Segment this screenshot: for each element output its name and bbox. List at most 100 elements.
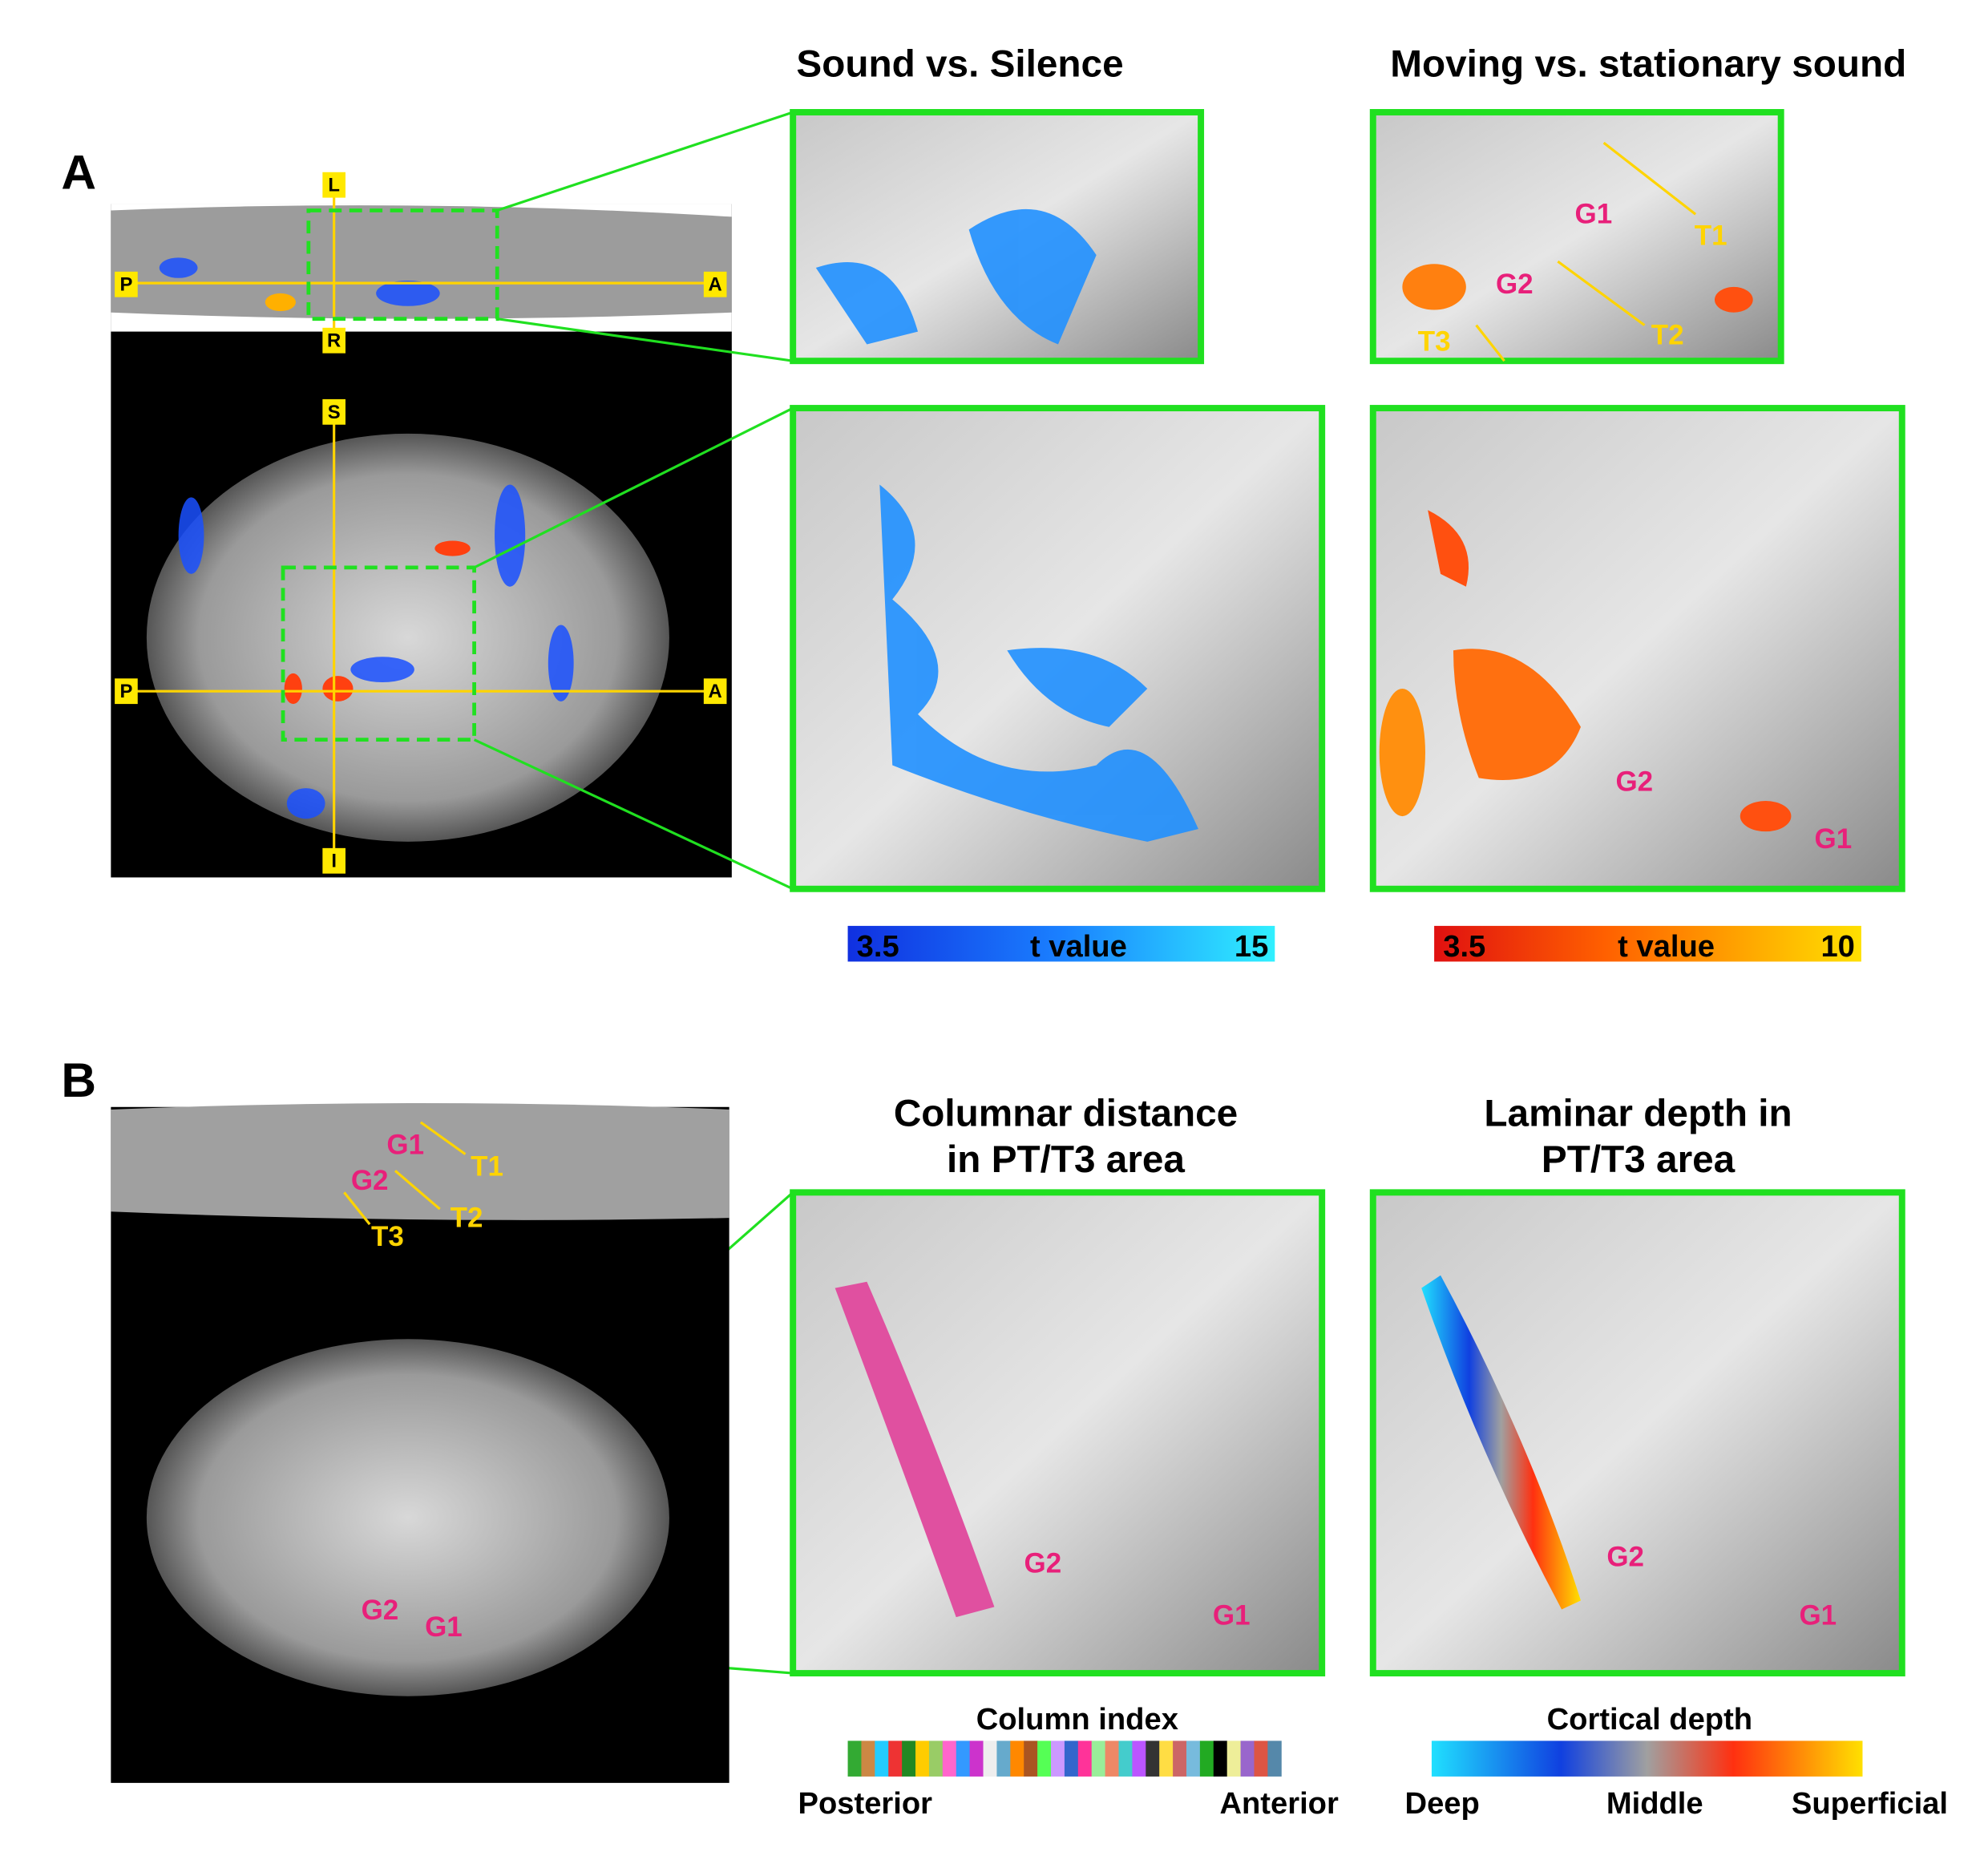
colorbar-stripe bbox=[888, 1741, 903, 1777]
colorbar-stripe bbox=[1173, 1741, 1187, 1777]
image-panels bbox=[111, 109, 1905, 1783]
colorbar-stripe bbox=[1051, 1741, 1065, 1777]
colorbar-stripe bbox=[1146, 1741, 1160, 1777]
colorbar-stripe bbox=[915, 1741, 930, 1777]
gyrus-label: G2 bbox=[362, 1595, 399, 1626]
column-strip bbox=[834, 1281, 995, 1618]
colorbar-stripe bbox=[1118, 1741, 1133, 1777]
colorbar-stripe bbox=[1064, 1741, 1079, 1777]
colorbar-stripe bbox=[875, 1741, 889, 1777]
column-colorbar bbox=[847, 1741, 1282, 1777]
colorbar-stripe bbox=[1010, 1741, 1024, 1777]
crosshair bbox=[121, 191, 717, 861]
gyrus-label: T3 bbox=[371, 1221, 404, 1252]
orientation-label: P bbox=[119, 274, 132, 296]
panel-title: Laminar depth in bbox=[1484, 1093, 1792, 1135]
colorbar-stripe bbox=[861, 1741, 875, 1777]
orientation-label: S bbox=[328, 402, 341, 423]
colorbar-stripe bbox=[1159, 1741, 1174, 1777]
colorbar-max: 10 bbox=[1820, 929, 1854, 964]
colorbar-min: 3.5 bbox=[857, 929, 899, 964]
colorbar-stripe bbox=[847, 1741, 862, 1777]
colorbar-stripe bbox=[1077, 1741, 1093, 1777]
gyrus-label: T1 bbox=[1695, 220, 1727, 251]
gyrus-label: T1 bbox=[471, 1151, 503, 1183]
orientation-box bbox=[115, 678, 138, 705]
orientation-box bbox=[703, 271, 727, 297]
colorbar-min: 3.5 bbox=[1443, 929, 1485, 964]
orientation-box bbox=[322, 847, 345, 874]
sagittal-slice bbox=[146, 433, 669, 842]
orientation-label: R bbox=[327, 330, 341, 352]
gyrus-label: T2 bbox=[1651, 319, 1684, 350]
gyrus-label: G2 bbox=[1615, 766, 1653, 797]
depth-strip bbox=[1421, 1275, 1581, 1610]
activation-blobs bbox=[159, 257, 574, 819]
orientation-box bbox=[703, 678, 727, 705]
gyrus-label: G2 bbox=[1496, 269, 1534, 300]
colorbar-stripe bbox=[969, 1741, 984, 1777]
gyrus-label: T3 bbox=[1418, 325, 1451, 357]
labels: A B Sound vs. Silence Moving vs. station… bbox=[61, 42, 1948, 1821]
colorbar-stripe bbox=[928, 1741, 944, 1777]
orientation-box bbox=[322, 398, 345, 425]
panel-title: Moving vs. stationary sound bbox=[1390, 42, 1906, 85]
colorbar-stripe bbox=[983, 1741, 997, 1777]
colorbar bbox=[1434, 925, 1861, 962]
colorbar-stripe bbox=[1024, 1741, 1038, 1777]
panel-label: A bbox=[61, 144, 96, 199]
colorbar-end-label: Deep bbox=[1405, 1786, 1480, 1821]
sagittal-slice bbox=[146, 1339, 669, 1696]
colorbar-stripe bbox=[1240, 1741, 1255, 1777]
colorbar-label: t value bbox=[1030, 929, 1127, 964]
colorbar-stripe bbox=[1037, 1741, 1052, 1777]
orientation-box bbox=[322, 327, 345, 354]
activation-blobs-red bbox=[265, 293, 471, 705]
orientation-box bbox=[322, 172, 345, 198]
gyrus-label: G1 bbox=[1815, 823, 1853, 855]
panel-title: in PT/T3 area bbox=[947, 1138, 1185, 1181]
colorbar-stripe bbox=[1132, 1741, 1146, 1777]
gyrus-label: G2 bbox=[1606, 1541, 1644, 1572]
orientation-label: A bbox=[709, 274, 722, 296]
orientation-label: L bbox=[328, 175, 340, 196]
orientation-label: A bbox=[709, 681, 722, 702]
axial-slice bbox=[111, 205, 732, 319]
colorbar-max: 15 bbox=[1234, 929, 1268, 964]
colorbar-end-label: Posterior bbox=[798, 1786, 933, 1821]
orientation-label: P bbox=[119, 681, 132, 702]
colorbar-title: Cortical depth bbox=[1547, 1702, 1752, 1737]
colorbar-stripe bbox=[956, 1741, 971, 1777]
orientation-box bbox=[115, 271, 138, 297]
colorbar-stripe bbox=[996, 1741, 1011, 1777]
colorbar-stripe bbox=[1267, 1741, 1282, 1777]
gyrus-label: T2 bbox=[451, 1202, 483, 1233]
panel-label: B bbox=[61, 1053, 96, 1107]
colorbar-end-label: Superficial bbox=[1792, 1786, 1948, 1821]
activation-blobs bbox=[815, 208, 1198, 842]
colorbar-stripe bbox=[1213, 1741, 1228, 1777]
colorbar-stripe bbox=[1226, 1741, 1242, 1777]
colorbar bbox=[1431, 1741, 1863, 1777]
panel-title: Sound vs. Silence bbox=[796, 42, 1123, 85]
colorbar-title: Column index bbox=[976, 1702, 1178, 1737]
gyrus-label: G1 bbox=[1575, 198, 1613, 229]
gyrus-label: G1 bbox=[425, 1611, 463, 1643]
colorbar-stripe bbox=[942, 1741, 957, 1777]
panel-title: PT/T3 area bbox=[1542, 1138, 1736, 1181]
colorbar-label: t value bbox=[1618, 929, 1715, 964]
gyrus-label: G1 bbox=[386, 1130, 424, 1161]
orientation-label: I bbox=[331, 851, 337, 872]
gyrus-label: G2 bbox=[351, 1165, 389, 1196]
colorbar-stripe bbox=[902, 1741, 916, 1777]
pointer-line bbox=[343, 141, 1697, 1226]
colorbar-stripe bbox=[1186, 1741, 1201, 1777]
gyrus-label: G1 bbox=[1799, 1600, 1837, 1631]
colorbar-stripe bbox=[1254, 1741, 1268, 1777]
panel-title: Columnar distance bbox=[894, 1093, 1238, 1135]
colorbar-stripe bbox=[1105, 1741, 1119, 1777]
zoom-panel bbox=[790, 109, 1905, 1677]
axial-slice bbox=[111, 1103, 729, 1220]
